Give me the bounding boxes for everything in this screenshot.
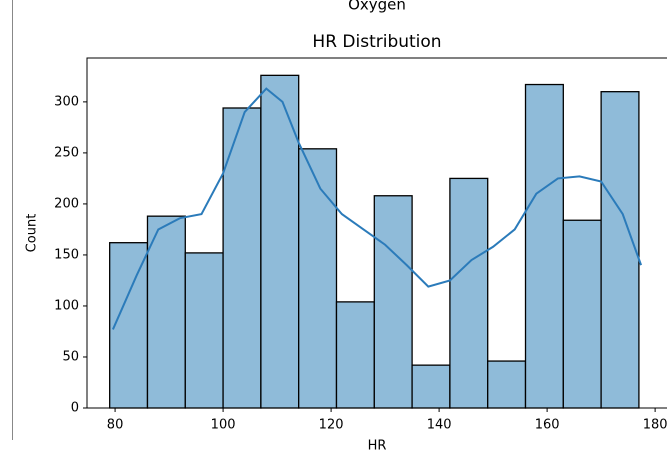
bar	[487, 360, 527, 409]
bar	[335, 301, 375, 409]
y-tick-label: 50	[62, 349, 79, 364]
bar	[298, 148, 338, 409]
bar	[600, 91, 640, 409]
y-tick-label: 250	[54, 145, 79, 160]
bar	[373, 195, 413, 409]
x-axis-label: HR	[368, 439, 387, 454]
bar	[411, 364, 451, 409]
y-tick-label: 100	[54, 298, 79, 313]
bar	[184, 252, 224, 409]
axes-frame	[86, 57, 667, 409]
chart-title: HR Distribution	[312, 32, 441, 52]
previous-title: Oxygen	[348, 0, 406, 14]
bar	[562, 219, 602, 409]
bar	[449, 177, 489, 409]
y-tick-label: 200	[54, 196, 79, 211]
y-tick-label: 300	[54, 94, 79, 109]
kde-line	[112, 87, 643, 330]
bar	[260, 74, 300, 409]
x-tick-label: 160	[535, 418, 560, 433]
x-tick-label: 180	[643, 418, 667, 433]
y-tick-label: 0	[71, 401, 79, 416]
bar	[222, 107, 262, 409]
bar	[524, 83, 564, 409]
y-axis-label: Count	[25, 214, 40, 253]
x-tick-label: 80	[107, 418, 124, 433]
x-tick-label: 100	[211, 418, 236, 433]
bar	[146, 215, 186, 409]
x-tick-label: 120	[319, 418, 344, 433]
x-tick-label: 140	[427, 418, 452, 433]
y-tick-label: 150	[54, 247, 79, 262]
